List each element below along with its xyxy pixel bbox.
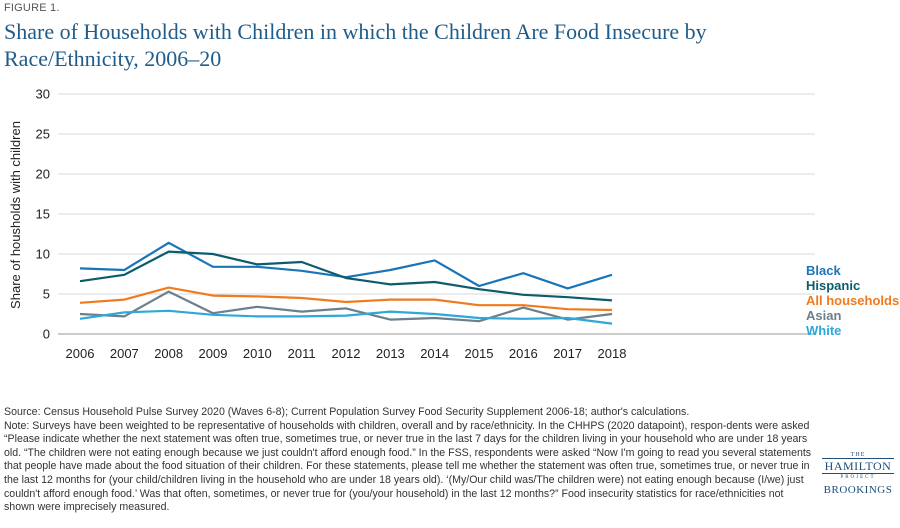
- series-line-asian: [79, 290, 613, 323]
- logo-hamilton: HAMILTON: [822, 458, 894, 474]
- x-tick-label: 2017: [553, 346, 582, 361]
- y-tick-label: 30: [36, 87, 50, 102]
- chart-title: Share of Households with Children in whi…: [4, 19, 707, 71]
- line-chart: 0 5 10 15 20 25 30 2006 2007 2008 2009 2010 2011 201…: [8, 87, 815, 361]
- series-line-all-households: [79, 286, 613, 312]
- y-tick-label: 5: [43, 287, 50, 302]
- legend-item-white: White: [806, 323, 842, 338]
- y-axis-label: Share of housholds with children: [8, 121, 23, 309]
- legend-item-black: Black: [806, 263, 841, 278]
- y-tick-label: 25: [36, 127, 50, 142]
- figure-label: FIGURE 1.: [4, 2, 60, 14]
- x-tick-label: 2009: [199, 346, 228, 361]
- note-text: Note: Surveys have been weighted to be r…: [4, 419, 812, 514]
- y-tick-label: 10: [36, 247, 50, 262]
- y-tick-label: 20: [36, 167, 50, 182]
- x-tick-label: 2012: [332, 346, 361, 361]
- source-text: Source: Census Household Pulse Survey 20…: [4, 406, 690, 418]
- x-tick-label: 2007: [110, 346, 139, 361]
- series-lines: [79, 241, 613, 325]
- grid-lines: [58, 93, 815, 335]
- legend-item-asian: Asian: [806, 308, 842, 323]
- series-line-black: [79, 241, 613, 290]
- y-tick-label: 15: [36, 207, 50, 222]
- series-line-hispanic: [79, 250, 613, 302]
- x-tick-label: 2011: [288, 346, 316, 361]
- logo-brookings: BROOKINGS: [823, 484, 893, 496]
- x-tick-label: 2014: [420, 346, 449, 361]
- x-tick-label: 2013: [376, 346, 405, 361]
- notes: Source: Census Household Pulse Survey 20…: [4, 406, 816, 515]
- series-line-white: [79, 309, 613, 325]
- y-tick-label: 0: [43, 327, 50, 342]
- logo-project: PROJECT: [840, 475, 876, 480]
- x-tick-label: 2018: [598, 346, 627, 361]
- x-tick-label: 2010: [243, 346, 272, 361]
- legend-item-hispanic: Hispanic: [806, 278, 861, 293]
- x-tick-labels: 2006 2007 2008 2009 2010 2011 2012 2013 2014 2015…: [66, 346, 627, 361]
- legend-item-all-households: All households: [806, 293, 900, 308]
- logo-the: THE: [850, 452, 866, 458]
- x-tick-label: 2015: [465, 346, 494, 361]
- y-tick-labels: 0 5 10 15 20 25 30: [36, 87, 50, 342]
- x-tick-label: 2006: [66, 346, 95, 361]
- x-tick-label: 2008: [154, 346, 183, 361]
- hamilton-brookings-logo: THE HAMILTON PROJECT BROOKINGS: [818, 452, 898, 496]
- x-tick-label: 2016: [509, 346, 538, 361]
